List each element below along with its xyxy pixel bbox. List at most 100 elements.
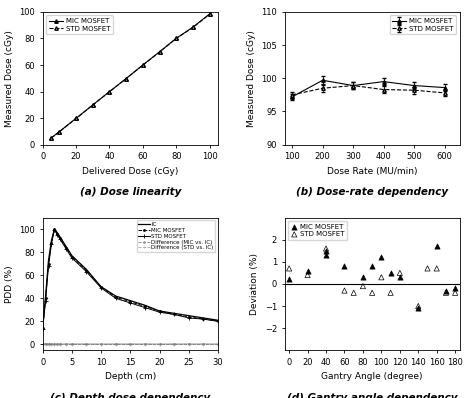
STD MOSFET [378,274,385,281]
MIC MOSFET [40,326,46,331]
Line: Difference (MIC vs. IC): Difference (MIC vs. IC) [42,343,219,345]
Difference (MIC vs. IC) [113,342,118,347]
Difference (STD vs. IC) [83,342,89,347]
IC [113,294,118,298]
Legend: MIC MOSFET, STD MOSFET: MIC MOSFET, STD MOSFET [46,16,113,34]
STD MOSFET [368,290,376,296]
MIC MOSFET [368,263,376,269]
MIC MOSFET [83,268,89,273]
Line: STD MOSFET: STD MOSFET [49,13,211,140]
MIC MOSFET [52,227,57,232]
STD MOSFET [43,298,48,303]
STD MOSFET [73,116,79,121]
STD MOSFET [171,312,177,317]
STD MOSFET [46,263,51,268]
X-axis label: Dose Rate (MU/min): Dose Rate (MU/min) [327,167,418,176]
STD MOSFET [98,285,104,290]
MIC MOSFET [73,116,79,121]
MIC MOSFET [123,76,129,81]
IC [52,227,57,232]
STD MOSFET [63,246,69,251]
Y-axis label: Deviation (%): Deviation (%) [250,253,259,315]
STD MOSFET [396,270,404,276]
MIC MOSFET [359,274,367,281]
STD MOSFET [350,290,357,296]
STD MOSFET [442,290,450,296]
IC [83,267,89,272]
Difference (MIC vs. IC) [40,342,46,347]
STD MOSFET [186,316,191,320]
MIC MOSFET [451,285,459,291]
MIC MOSFET [186,314,191,319]
MIC MOSFET [90,103,96,107]
MIC MOSFET [378,254,385,261]
STD MOSFET [285,265,293,271]
Y-axis label: PDD (%): PDD (%) [5,265,14,303]
STD MOSFET [190,25,196,30]
MIC MOSFET [43,296,48,301]
Line: MIC MOSFET: MIC MOSFET [49,12,211,140]
MIC MOSFET [433,243,440,250]
Line: IC: IC [43,229,218,327]
MIC MOSFET [190,25,196,29]
STD MOSFET [424,265,431,271]
Difference (STD vs. IC) [57,342,63,347]
Difference (STD vs. IC) [142,342,148,347]
X-axis label: Gantry Angle (degree): Gantry Angle (degree) [321,373,423,381]
STD MOSFET [304,272,311,278]
MIC MOSFET [322,252,330,258]
IC [43,294,48,298]
MIC MOSFET [107,89,112,94]
Difference (MIC vs. IC) [43,341,48,346]
Difference (STD vs. IC) [128,342,133,347]
Difference (MIC vs. IC) [55,342,60,347]
MIC MOSFET [140,62,146,67]
Difference (STD vs. IC) [156,342,162,347]
MIC MOSFET [171,312,177,317]
Legend: MIC MOSFET, STD MOSFET: MIC MOSFET, STD MOSFET [288,221,347,240]
Difference (MIC vs. IC) [156,342,162,347]
Difference (MIC vs. IC) [128,342,133,347]
STD MOSFET [201,317,206,322]
Difference (STD vs. IC) [46,342,51,347]
STD MOSFET [173,36,179,41]
Legend: IC, MIC MOSFET, STD MOSFET, Difference (MIC vs. IC), Difference (STD vs. IC): IC, MIC MOSFET, STD MOSFET, Difference (… [137,220,215,252]
MIC MOSFET [46,261,51,266]
Difference (STD vs. IC) [40,342,46,347]
STD MOSFET [113,296,118,301]
Difference (MIC vs. IC) [52,342,57,347]
Difference (MIC vs. IC) [48,342,54,347]
IC [156,308,162,313]
STD MOSFET [69,256,75,260]
MIC MOSFET [55,231,60,236]
MIC MOSFET [414,305,422,311]
Difference (MIC vs. IC) [57,342,63,347]
Difference (MIC vs. IC) [215,342,221,347]
Text: (c) Depth dose dependency: (c) Depth dose dependency [50,393,210,398]
STD MOSFET [207,12,212,17]
Difference (MIC vs. IC) [201,342,206,347]
MIC MOSFET [48,240,54,245]
MIC MOSFET [207,12,212,16]
MIC MOSFET [63,245,69,250]
MIC MOSFET [387,270,394,276]
STD MOSFET [40,327,46,332]
IC [57,235,63,240]
MIC MOSFET [113,295,118,300]
STD MOSFET [156,50,162,55]
MIC MOSFET [396,274,404,281]
IC [215,318,221,323]
STD MOSFET [52,227,57,232]
STD MOSFET [57,237,63,242]
Y-axis label: Measured Dose (cGy): Measured Dose (cGy) [246,30,255,127]
STD MOSFET [451,290,459,296]
STD MOSFET [322,245,330,252]
MIC MOSFET [98,285,104,289]
MIC MOSFET [341,263,348,269]
STD MOSFET [433,265,440,271]
IC [46,258,51,263]
Difference (STD vs. IC) [171,342,177,347]
MIC MOSFET [156,308,162,313]
X-axis label: Delivered Dose (cGy): Delivered Dose (cGy) [82,167,179,176]
Line: MIC MOSFET: MIC MOSFET [41,228,219,330]
